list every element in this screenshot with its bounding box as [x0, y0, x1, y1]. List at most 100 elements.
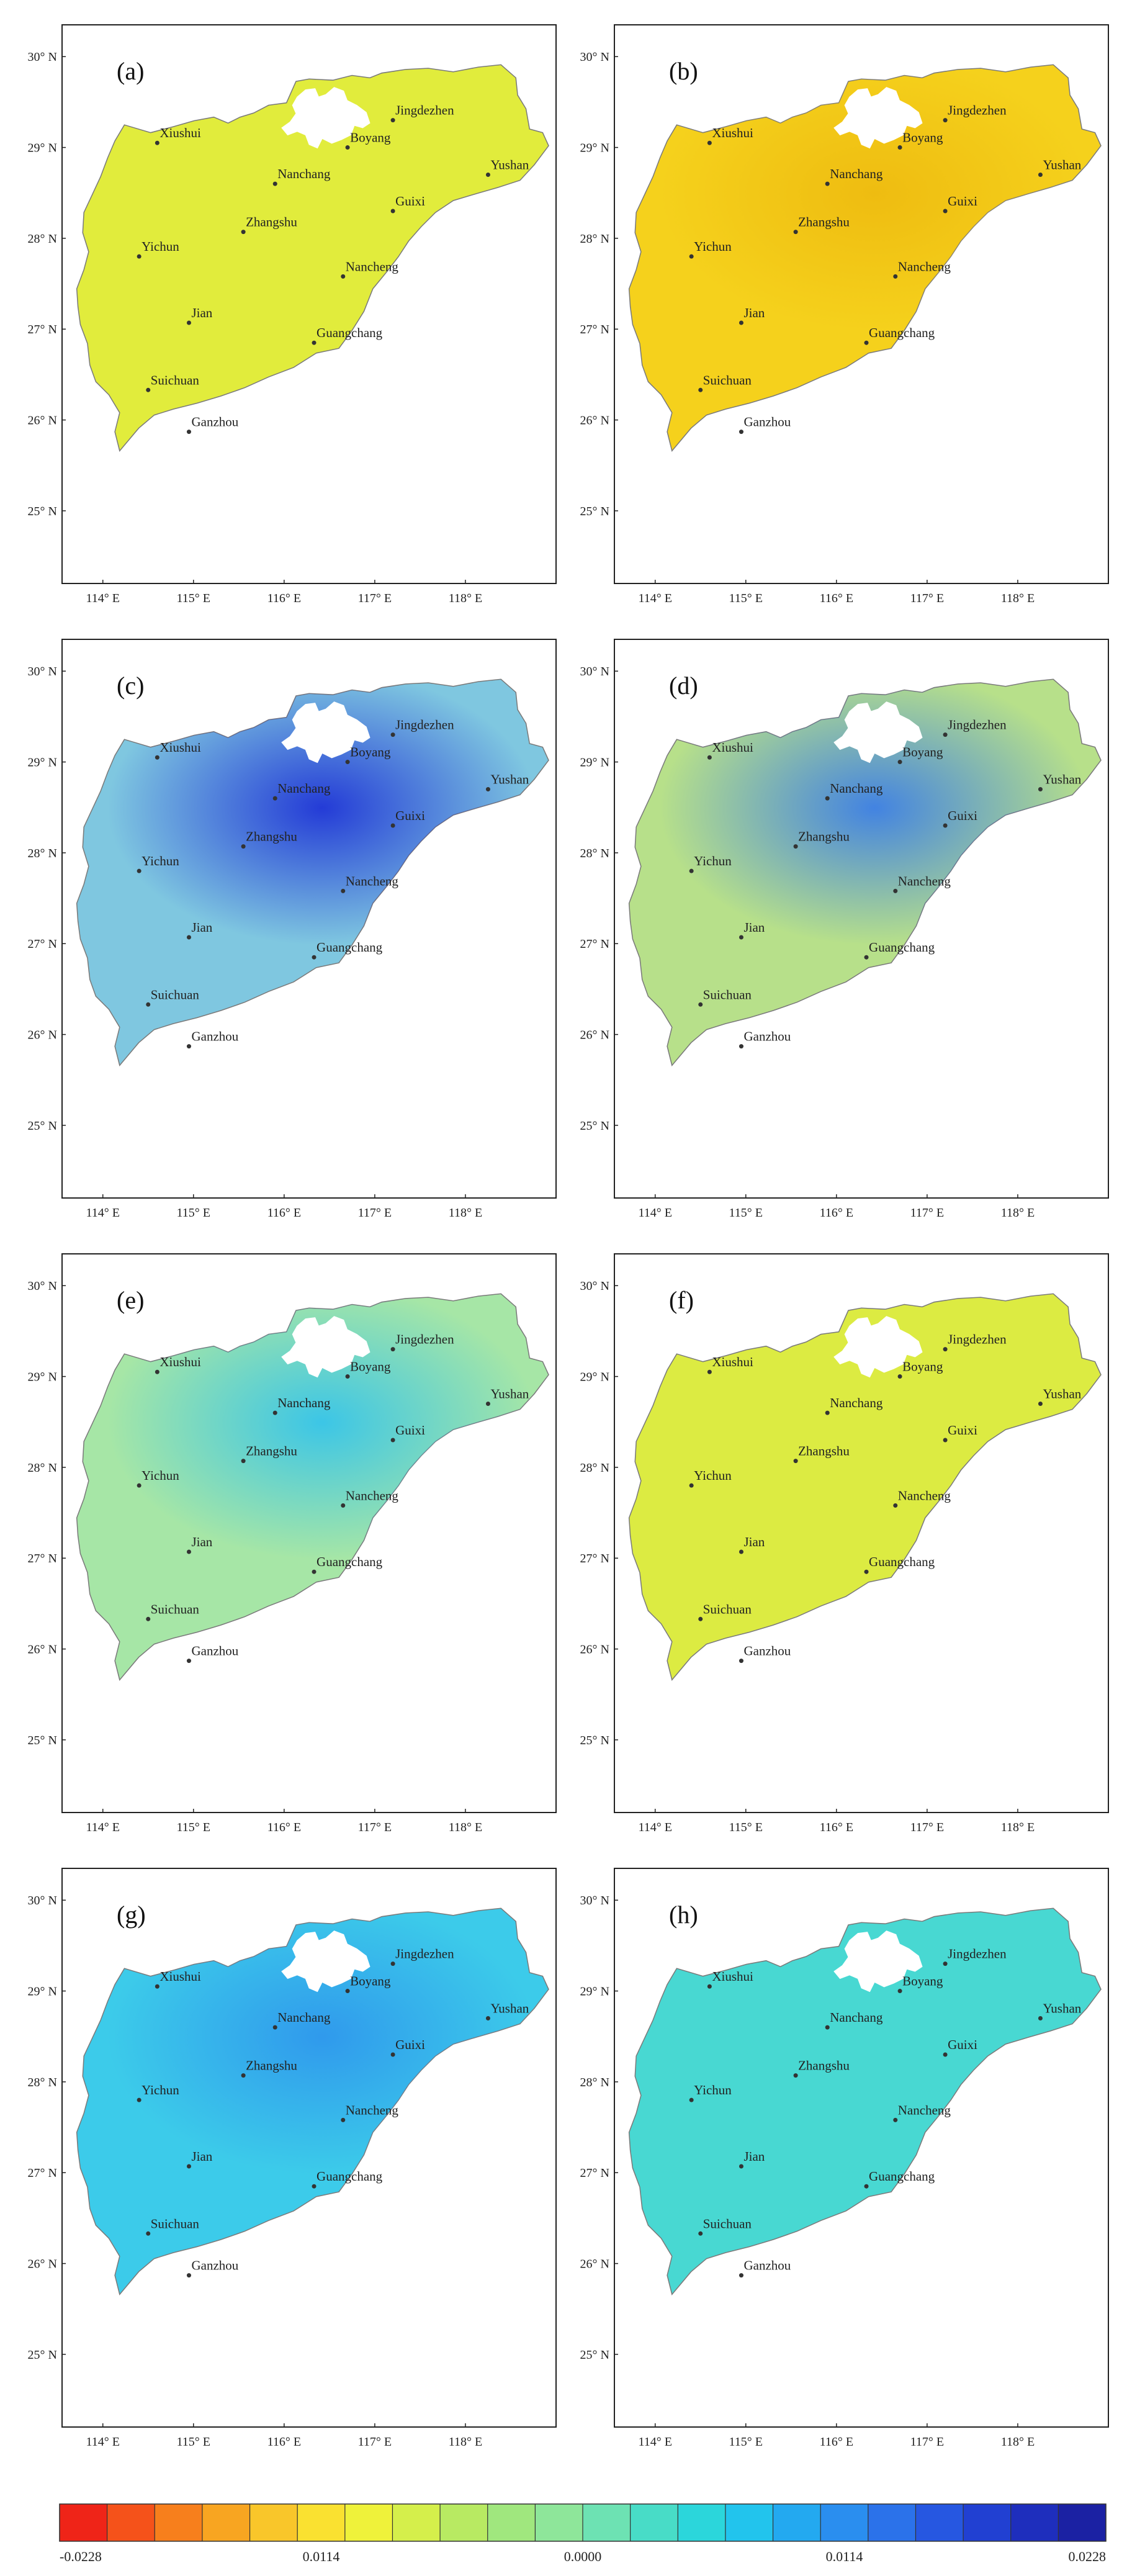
city-label: Yichun: [141, 2083, 179, 2097]
city-marker: [897, 760, 902, 765]
city-marker: [943, 1438, 948, 1443]
colorbar-swatch: [487, 2504, 536, 2541]
city-label: Suichuan: [703, 1601, 752, 1616]
city-marker: [186, 2273, 191, 2278]
panel-label: (a): [117, 57, 144, 85]
colorbar-swatch: [963, 2504, 1012, 2541]
map-panel: (c) Xiushui Jingdezhen Boyang Nanchang Yushan…: [28, 639, 557, 1220]
city-label: Guangchang: [317, 940, 383, 955]
city-label: Ganzhou: [743, 1644, 791, 1659]
x-tick-label: 118° E: [1001, 1821, 1035, 1834]
city-marker: [272, 2025, 277, 2030]
y-tick-label: 25° N: [580, 1734, 609, 1747]
city-label: Guixi: [395, 1423, 425, 1438]
y-tick-label: 26° N: [28, 2258, 57, 2271]
city-marker: [943, 209, 948, 214]
city-label: Zhangshu: [246, 215, 297, 230]
city-marker: [897, 1989, 902, 1994]
city-label: Guixi: [948, 194, 977, 209]
city-label: Ganzhou: [191, 415, 238, 430]
map-panel: (d) Xiushui Jingdezhen Boyang Nanchang Yushan…: [580, 639, 1109, 1220]
x-tick-label: 118° E: [449, 2435, 482, 2449]
city-marker: [1038, 786, 1043, 791]
city-marker: [893, 274, 898, 279]
city-label: Nanchang: [830, 1395, 883, 1410]
y-tick-label: 28° N: [28, 2076, 57, 2089]
x-tick-label: 118° E: [449, 592, 482, 605]
city-label: Nancheng: [898, 2102, 951, 2117]
city-marker: [707, 755, 712, 760]
panel-label: (f): [669, 1286, 694, 1314]
city-label: Nancheng: [346, 2102, 399, 2117]
city-label: Yushan: [1043, 157, 1081, 172]
city-label: Yichun: [694, 2083, 732, 2097]
city-label: Nanchang: [277, 781, 331, 796]
city-marker: [793, 844, 798, 849]
city-label: Jingdezhen: [948, 1947, 1007, 1961]
city-marker: [186, 1659, 191, 1664]
city-marker: [698, 1616, 703, 1621]
city-label: Jian: [191, 2149, 212, 2164]
city-label: Nancheng: [346, 259, 399, 274]
y-tick-label: 30° N: [580, 1894, 609, 1907]
city-marker: [485, 2015, 490, 2020]
city-label: Xiushui: [712, 740, 753, 755]
city-label: Yushan: [490, 772, 529, 786]
city-marker: [739, 1044, 743, 1049]
x-tick-label: 115° E: [729, 2435, 763, 2449]
city-marker: [390, 1961, 395, 1966]
colorbar-swatch: [297, 2504, 346, 2541]
city-marker: [485, 172, 490, 177]
city-label: Xiushui: [159, 740, 201, 755]
colorbar-swatch: [868, 2504, 916, 2541]
city-marker: [341, 2117, 346, 2122]
city-marker: [155, 755, 159, 760]
city-marker: [345, 145, 350, 150]
x-tick-label: 114° E: [86, 592, 119, 605]
colorbar: -0.0228 0.0114 0.0000 0.0114 0.0228: [59, 2503, 1107, 2564]
city-label: Guangchang: [317, 1554, 383, 1569]
city-label: Guangchang: [317, 2169, 383, 2184]
y-tick-label: 26° N: [580, 414, 609, 428]
city-marker: [893, 2117, 898, 2122]
y-tick-label: 25° N: [580, 505, 609, 518]
city-label: Nanchang: [830, 166, 883, 181]
city-label: Guangchang: [869, 325, 935, 340]
map-panel: (e) Xiushui Jingdezhen Boyang Nanchang Yushan…: [28, 1253, 557, 1834]
city-label: Boyang: [350, 1359, 391, 1374]
y-tick-label: 30° N: [580, 1279, 609, 1293]
city-marker: [689, 1483, 694, 1488]
city-label: Guangchang: [869, 940, 935, 955]
city-label: Jingdezhen: [395, 1947, 454, 1961]
colorbar-swatch: [820, 2504, 869, 2541]
city-label: Nanchang: [277, 166, 331, 181]
y-tick-label: 30° N: [28, 50, 57, 64]
x-tick-label: 116° E: [820, 592, 853, 605]
x-tick-label: 114° E: [86, 1821, 119, 1834]
city-marker: [186, 320, 191, 325]
y-tick-label: 28° N: [580, 1461, 609, 1475]
colorbar-swatch: [535, 2504, 583, 2541]
y-tick-label: 29° N: [580, 142, 609, 155]
x-tick-label: 115° E: [177, 2435, 210, 2449]
x-tick-label: 114° E: [638, 1206, 671, 1220]
y-tick-label: 26° N: [28, 414, 57, 428]
city-label: Boyang: [902, 745, 943, 760]
y-tick-label: 25° N: [28, 505, 57, 518]
x-tick-label: 117° E: [910, 2435, 944, 2449]
city-label: Nanchang: [830, 2010, 883, 2025]
x-tick-label: 118° E: [1001, 592, 1035, 605]
y-tick-label: 25° N: [580, 1119, 609, 1133]
city-label: Boyang: [902, 1974, 943, 1989]
city-label: Jingdezhen: [948, 718, 1007, 732]
city-marker: [312, 2184, 317, 2189]
city-marker: [864, 2184, 869, 2189]
x-tick-label: 117° E: [358, 1206, 392, 1220]
x-tick-label: 116° E: [267, 1206, 301, 1220]
x-tick-label: 118° E: [449, 1206, 482, 1220]
colorbar-tick-label: 0.0000: [564, 2549, 602, 2564]
y-tick-label: 28° N: [580, 232, 609, 246]
city-label: Jian: [743, 2149, 765, 2164]
city-marker: [739, 1549, 743, 1554]
